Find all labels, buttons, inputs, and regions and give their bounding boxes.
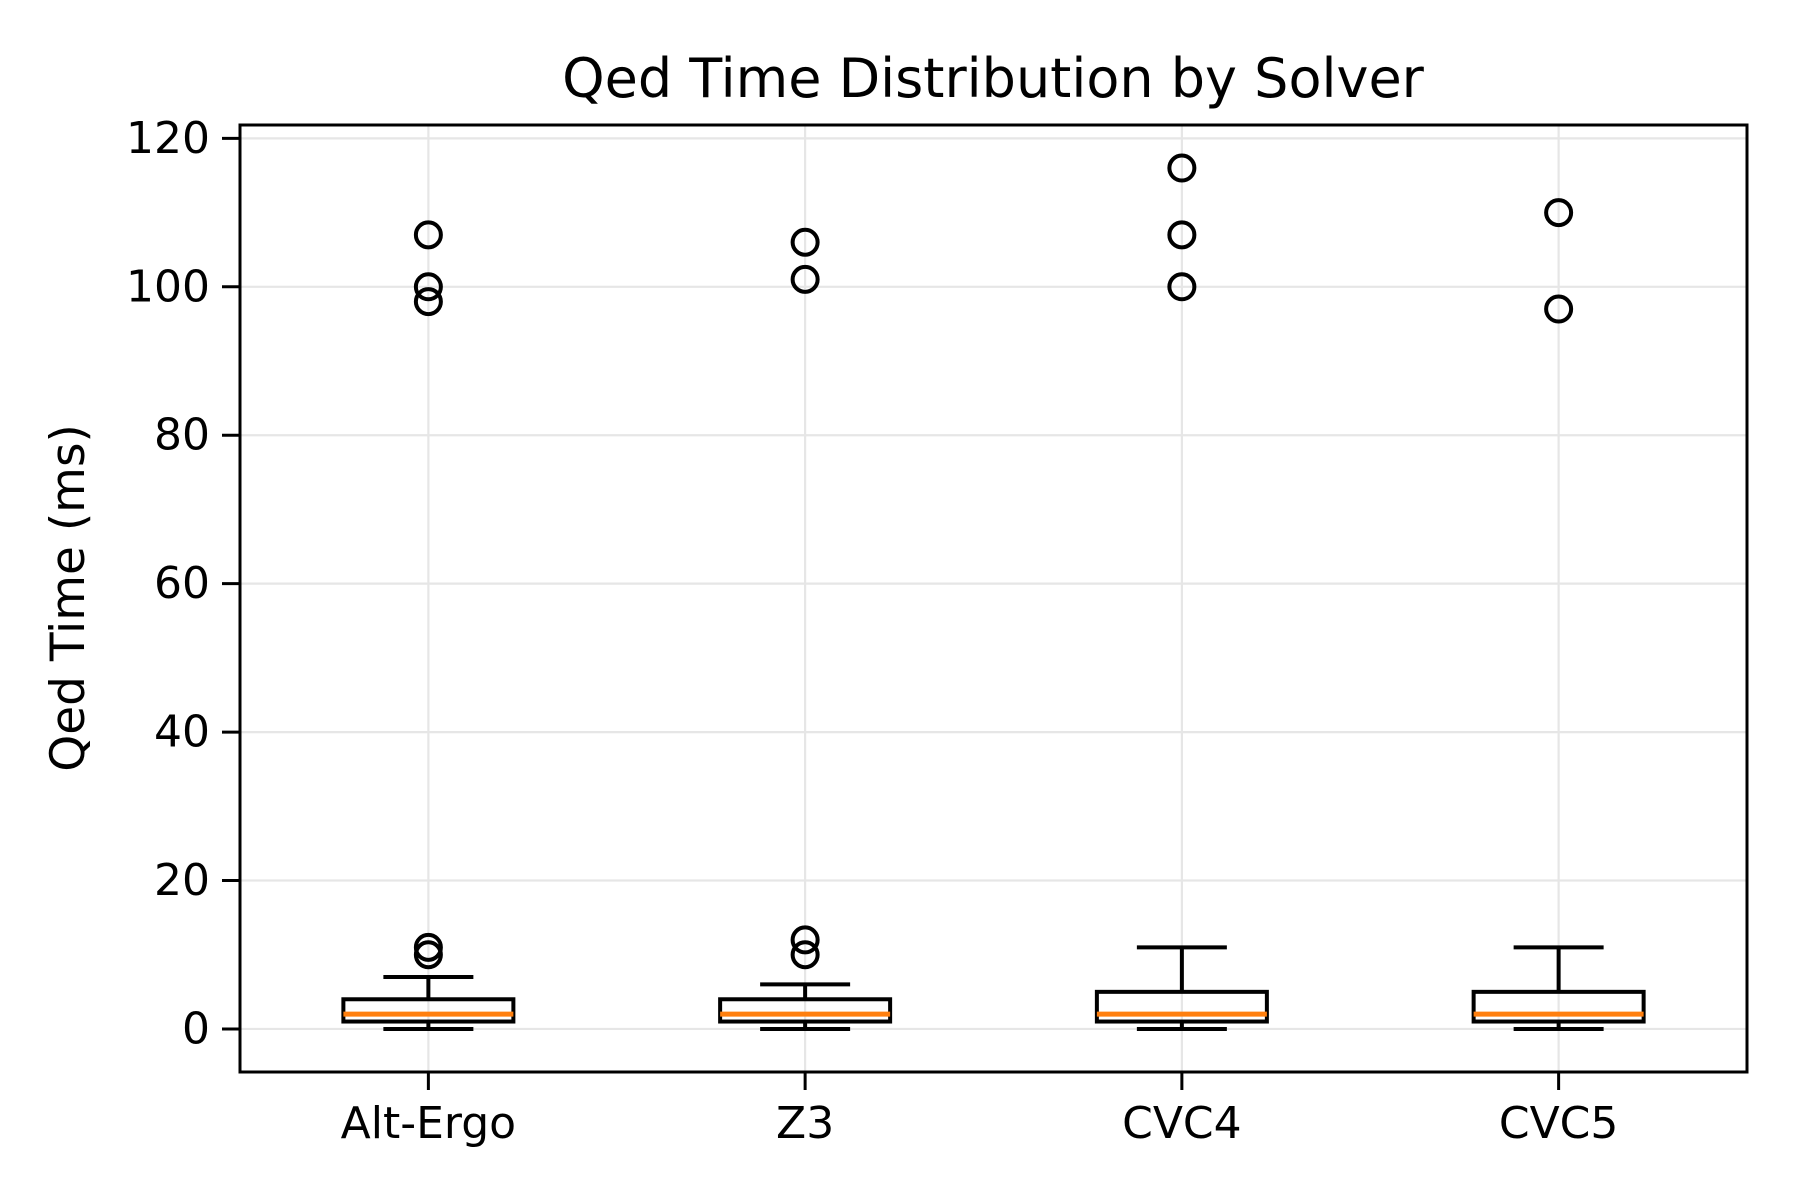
iqr-box [718, 997, 893, 1024]
outlier-point [790, 940, 820, 970]
y-axis-label: Qed Time (ms) [41, 424, 96, 772]
outlier-point [413, 272, 443, 302]
iqr-box [341, 997, 516, 1024]
outlier-point [413, 940, 443, 970]
iqr-box [1094, 989, 1269, 1024]
outlier-point [413, 287, 443, 317]
outlier-point [1167, 220, 1197, 250]
outlier-point [790, 227, 820, 257]
outlier-point [1167, 272, 1197, 302]
outlier-point [790, 264, 820, 294]
outlier-point [1544, 294, 1574, 324]
outlier-point [413, 932, 443, 962]
outlier-point [1167, 153, 1197, 183]
x-tick-label: Z3 [776, 1098, 834, 1149]
y-tick-label: 40 [154, 707, 210, 758]
x-tick-label: CVC5 [1499, 1098, 1619, 1149]
x-tick-label: CVC4 [1122, 1098, 1242, 1149]
chart-title: Qed Time Distribution by Solver [562, 47, 1425, 110]
outlier-point [790, 925, 820, 955]
axes-frame [238, 123, 1749, 1074]
y-tick-label: 0 [182, 1003, 210, 1054]
y-tick-label: 80 [154, 410, 210, 461]
x-tick-label: Alt-Ergo [341, 1098, 516, 1149]
y-tick-label: 120 [126, 113, 210, 164]
outlier-point [1544, 198, 1574, 228]
chart-layer: 0 20 40 60 80 100 120 Alt-Ergo Z3 CVC4 CVC5 [126, 113, 1749, 1149]
y-tick-label: 100 [126, 261, 210, 312]
iqr-box [1471, 989, 1646, 1024]
y-tick-label: 60 [154, 558, 210, 609]
y-tick-label: 20 [154, 855, 210, 906]
outlier-point [413, 220, 443, 250]
